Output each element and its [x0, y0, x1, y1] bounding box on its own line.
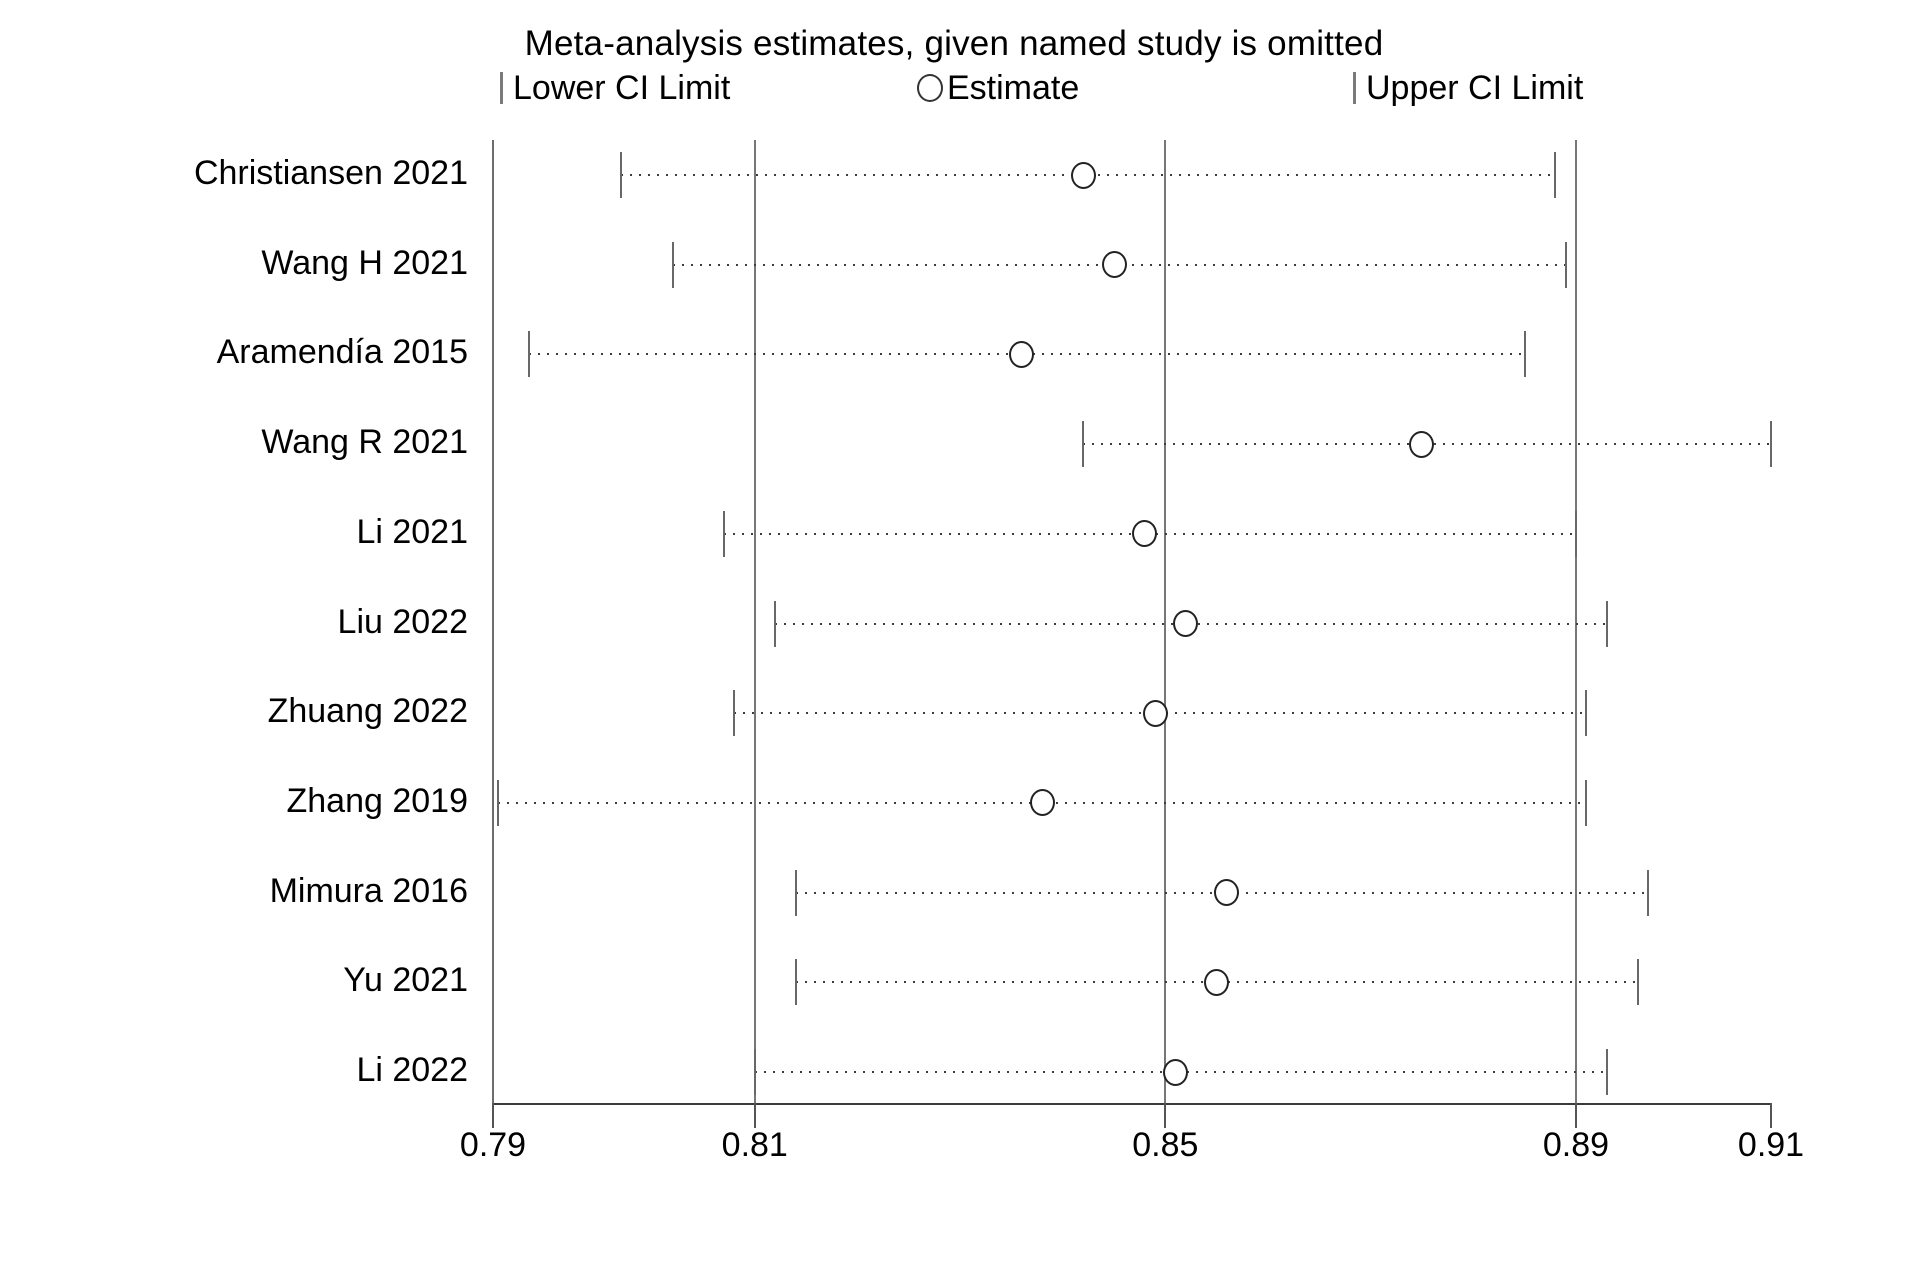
- study-label: Li 2021: [356, 512, 468, 551]
- estimate-circle: [1409, 430, 1435, 458]
- upper-ci-tick: [1646, 869, 1649, 916]
- lower-ci-tick-icon: [500, 72, 503, 104]
- lower-ci-tick: [722, 510, 725, 557]
- legend-label-estimate: Estimate: [947, 68, 1080, 107]
- upper-ci-tick: [1585, 779, 1588, 826]
- estimate-circle: [1029, 789, 1055, 817]
- study-label: Liu 2022: [337, 602, 468, 641]
- upper-ci-tick: [1585, 690, 1588, 737]
- estimate-circle: [1070, 161, 1096, 189]
- x-axis-tick-label: 0.91: [1737, 1126, 1805, 1164]
- estimate-circle: [1214, 879, 1240, 907]
- lower-ci-tick: [733, 690, 736, 737]
- lower-ci-tick: [497, 779, 500, 826]
- upper-ci-tick: [1554, 152, 1557, 198]
- legend-label-upper-ci: Upper CI Limit: [1366, 68, 1584, 107]
- upper-ci-tick-icon: [1353, 72, 1356, 104]
- legend-item-upper-ci: Upper CI Limit: [1353, 68, 1583, 108]
- upper-ci-tick: [1605, 1049, 1608, 1095]
- lower-ci-tick: [794, 869, 797, 916]
- lower-ci-tick: [527, 331, 530, 378]
- upper-ci-tick: [1636, 959, 1639, 1006]
- upper-ci-tick: [1770, 421, 1772, 468]
- legend-item-estimate: Estimate: [917, 68, 1079, 108]
- study-label: Wang R 2021: [261, 423, 468, 462]
- legend-item-lower-ci: Lower CI Limit: [500, 68, 730, 108]
- study-label: Zhuang 2022: [267, 692, 468, 731]
- upper-ci-tick: [1523, 331, 1526, 378]
- x-axis-tick: [1164, 1103, 1167, 1128]
- estimate-circle-icon: [917, 74, 943, 102]
- x-axis-tick: [753, 1103, 756, 1128]
- estimate-circle: [1132, 520, 1158, 548]
- x-axis-tick-label: 0.85: [1132, 1126, 1199, 1164]
- estimate-circle: [1173, 610, 1199, 637]
- x-axis-tick-label: 0.79: [459, 1126, 527, 1164]
- lower-ci-tick: [774, 600, 777, 647]
- study-label: Christiansen 2021: [193, 154, 468, 192]
- estimate-circle: [1101, 251, 1127, 279]
- estimate-circle: [1142, 699, 1168, 727]
- study-label: Li 2022: [356, 1051, 468, 1089]
- upper-ci-tick: [1605, 600, 1608, 647]
- reference-gridline: [1164, 140, 1167, 1128]
- study-label: Wang H 2021: [261, 243, 468, 282]
- study-label: Mimura 2016: [269, 871, 468, 910]
- lower-ci-tick: [753, 1049, 756, 1095]
- x-axis-tick: [492, 1103, 494, 1128]
- lower-ci-tick: [620, 152, 623, 198]
- reference-gridline: [753, 140, 756, 1128]
- x-axis-tick: [1770, 1103, 1772, 1128]
- reference-gridline: [1574, 140, 1577, 1128]
- y-axis-line: [492, 140, 494, 1128]
- x-axis-tick-label: 0.89: [1542, 1126, 1610, 1164]
- study-label: Yu 2021: [343, 961, 468, 1000]
- x-axis-line: [493, 1103, 1771, 1105]
- upper-ci-tick: [1564, 241, 1567, 288]
- estimate-circle: [1204, 968, 1230, 996]
- chart-title: Meta-analysis estimates, given named stu…: [524, 24, 1384, 63]
- estimate-circle: [1163, 1058, 1189, 1086]
- x-axis-tick: [1574, 1103, 1577, 1128]
- upper-ci-tick: [1574, 510, 1577, 557]
- legend-label-lower-ci: Lower CI Limit: [513, 68, 731, 107]
- study-label: Zhang 2019: [286, 781, 469, 820]
- x-axis-tick-label: 0.81: [721, 1126, 788, 1164]
- lower-ci-tick: [794, 959, 797, 1006]
- lower-ci-tick: [671, 241, 674, 288]
- study-label: Aramendía 2015: [216, 333, 468, 372]
- lower-ci-tick: [1082, 421, 1085, 468]
- estimate-circle: [1009, 340, 1035, 368]
